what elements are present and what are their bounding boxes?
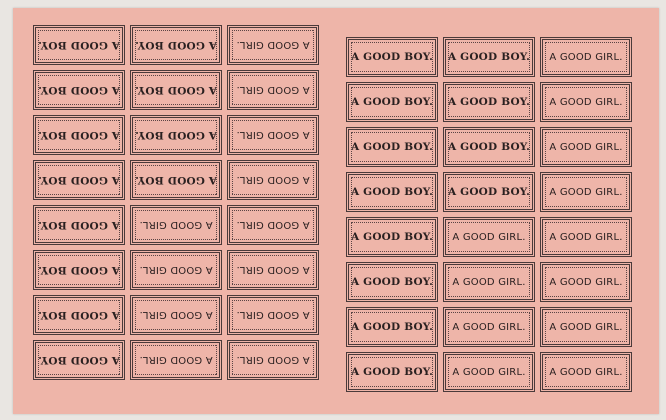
ticket: A GOOD GIRL. [540,217,632,257]
ticket: A GOOD BOY. [346,352,438,392]
ticket: A GOOD BOY. [33,340,125,380]
ticket: A GOOD GIRL. [540,172,632,212]
ticket: A GOOD GIRL. [540,127,632,167]
ticket: A GOOD GIRL. [540,37,632,77]
ticket: A GOOD GIRL. [227,25,319,65]
right-ticket-block: A GOOD BOY. A GOOD BOY. A GOOD GIRL. A GOOD… [346,37,632,392]
ticket: A GOOD BOY. [443,127,535,167]
ticket: A GOOD BOY. [33,250,125,290]
ticket: A GOOD BOY. [130,160,222,200]
ticket: A GOOD BOY. [130,70,222,110]
ticket: A GOOD GIRL. [443,217,535,257]
ticket: A GOOD GIRL. [443,352,535,392]
ticket: A GOOD BOY. [346,37,438,77]
ticket: A GOOD GIRL. [443,262,535,302]
ticket: A GOOD BOY. [346,127,438,167]
reward-ticket-sheet: A GOOD GIRL. A GOOD GIRL. A GOOD BOY. A GOO… [13,8,659,414]
ticket: A GOOD GIRL. [130,295,222,335]
ticket: A GOOD BOY. [346,217,438,257]
ticket: A GOOD GIRL. [540,307,632,347]
ticket: A GOOD GIRL. [227,340,319,380]
ticket: A GOOD GIRL. [130,205,222,245]
left-ticket-block: A GOOD GIRL. A GOOD GIRL. A GOOD BOY. A GOO… [33,25,319,380]
ticket: A GOOD BOY. [346,307,438,347]
ticket: A GOOD BOY. [346,262,438,302]
ticket: A GOOD BOY. [130,115,222,155]
ticket: A GOOD GIRL. [227,205,319,245]
ticket: A GOOD BOY. [443,82,535,122]
ticket: A GOOD BOY. [443,37,535,77]
ticket: A GOOD BOY. [33,115,125,155]
ticket: A GOOD GIRL. [227,250,319,290]
ticket: A GOOD GIRL. [227,115,319,155]
ticket: A GOOD BOY. [33,295,125,335]
ticket: A GOOD BOY. [130,25,222,65]
ticket: A GOOD BOY. [346,82,438,122]
ticket: A GOOD BOY. [346,172,438,212]
ticket: A GOOD GIRL. [227,70,319,110]
ticket: A GOOD BOY. [33,70,125,110]
ticket: A GOOD GIRL. [540,82,632,122]
ticket: A GOOD BOY. [33,205,125,245]
ticket: A GOOD GIRL. [227,295,319,335]
ticket: A GOOD BOY. [33,25,125,65]
ticket: A GOOD BOY. [33,160,125,200]
ticket: A GOOD GIRL. [540,352,632,392]
ticket: A GOOD GIRL. [130,250,222,290]
ticket: A GOOD GIRL. [540,262,632,302]
ticket: A GOOD BOY. [443,172,535,212]
ticket: A GOOD GIRL. [443,307,535,347]
ticket: A GOOD GIRL. [227,160,319,200]
ticket: A GOOD GIRL. [130,340,222,380]
